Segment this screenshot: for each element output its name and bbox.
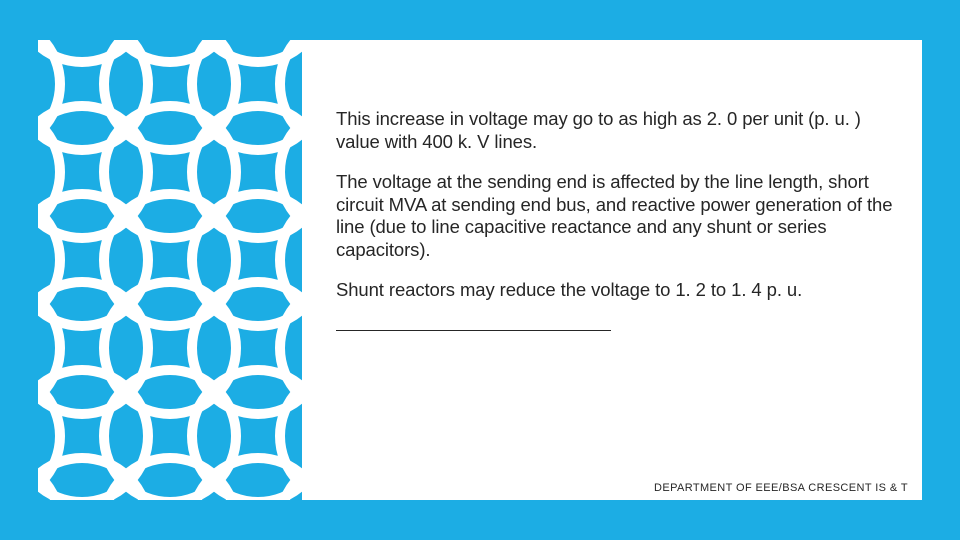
paragraph-2: The voltage at the sending end is affect… [336, 171, 896, 261]
slide: This increase in voltage may go to as hi… [0, 0, 960, 540]
body-text: This increase in voltage may go to as hi… [336, 108, 896, 331]
decorative-pattern [38, 40, 302, 500]
paragraph-3: Shunt reactors may reduce the voltage to… [336, 279, 896, 302]
paragraph-1: This increase in voltage may go to as hi… [336, 108, 896, 153]
underline-rule [336, 330, 611, 331]
footer-text: DEPARTMENT OF EEE/BSA CRESCENT IS & T [654, 482, 908, 494]
